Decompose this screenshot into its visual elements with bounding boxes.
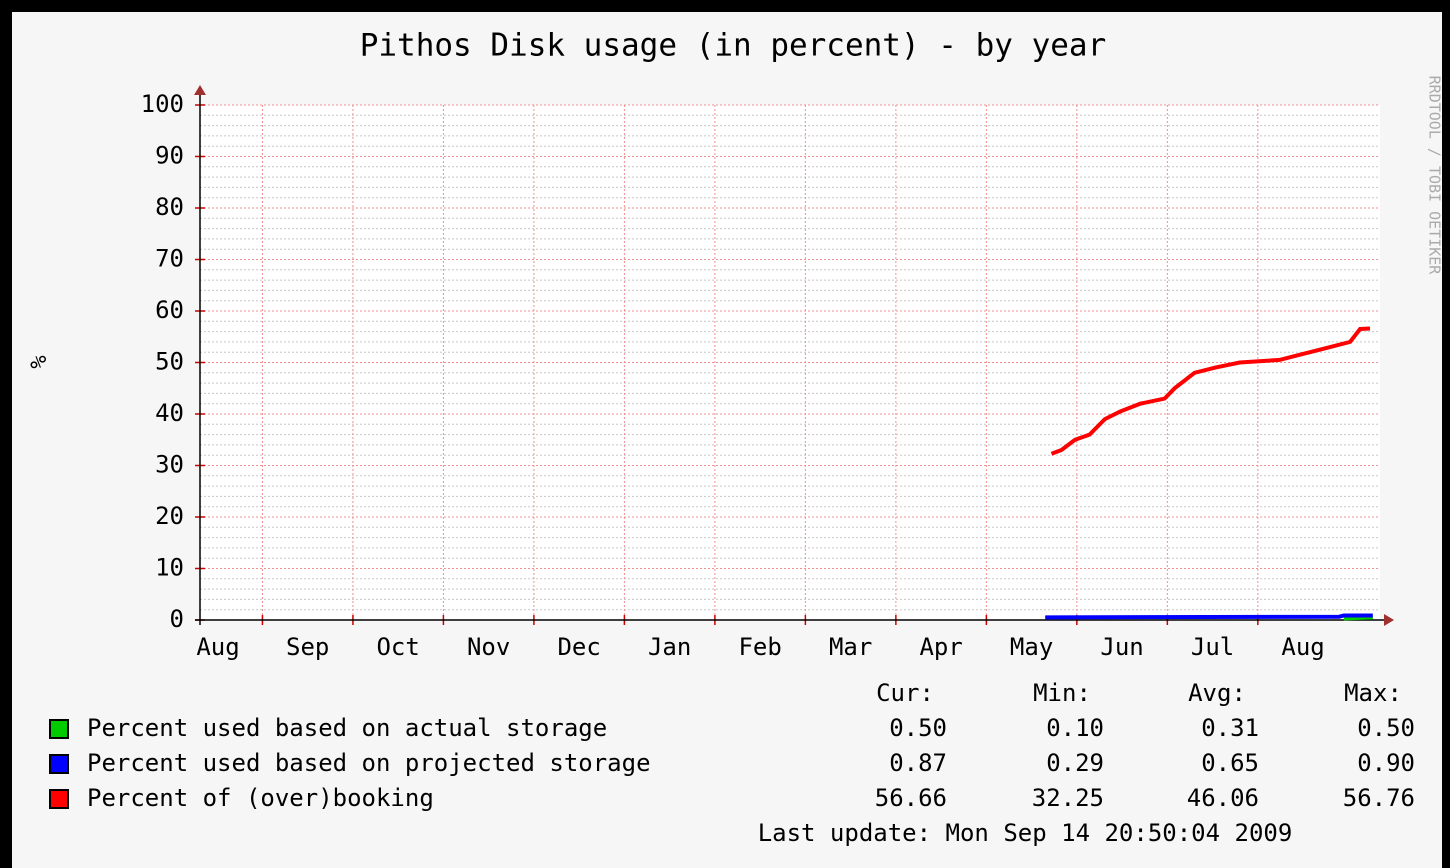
stats-header: Avg: (1188, 679, 1246, 707)
watermark: RRDTOOL / TOBI OETIKER (1426, 76, 1444, 276)
y-axis-arrow (194, 85, 206, 95)
stats-value: 0.87 (889, 749, 947, 777)
y-tick-label: 100 (141, 90, 184, 118)
stats-header: Cur: (876, 679, 934, 707)
x-tick-label: Dec (557, 633, 600, 661)
legend-swatch (49, 789, 69, 809)
chart-title: Pithos Disk usage (in percent) - by year (360, 28, 1107, 64)
y-tick-label: 0 (170, 605, 184, 633)
series-line (1343, 615, 1373, 621)
legend-swatch (49, 754, 69, 774)
stats-value: 46.06 (1187, 784, 1259, 812)
series-line (1045, 613, 1373, 620)
stats-value: 0.31 (1201, 714, 1259, 742)
x-axis-arrow (1384, 614, 1394, 626)
x-tick-label: Jul (1191, 633, 1234, 661)
stats-value: 32.25 (1032, 784, 1104, 812)
series-line (1050, 326, 1371, 456)
legend-swatch (49, 719, 69, 739)
x-tick-label: Feb (738, 633, 781, 661)
y-tick-label: 70 (155, 245, 184, 273)
y-axis-label: % (27, 355, 52, 368)
legend-label: Percent used based on actual storage (87, 714, 607, 742)
y-tick-label: 30 (155, 451, 184, 479)
x-tick-label: Jun (1100, 633, 1143, 661)
stats-value: 56.66 (875, 784, 947, 812)
y-tick-label: 10 (155, 554, 184, 582)
stats-value: 0.29 (1046, 749, 1104, 777)
x-tick-label: Nov (467, 633, 510, 661)
x-tick-label: Sep (286, 633, 329, 661)
stats-header: Max: (1344, 679, 1402, 707)
stats-value: 0.90 (1357, 749, 1415, 777)
x-tick-label: May (1010, 633, 1053, 661)
x-tick-label: Apr (919, 633, 962, 661)
last-update: Last update: Mon Sep 14 20:50:04 2009 (758, 819, 1293, 847)
y-tick-label: 20 (155, 502, 184, 530)
x-tick-label: Jan (648, 633, 691, 661)
y-tick-label: 40 (155, 399, 184, 427)
stats-value: 56.76 (1343, 784, 1415, 812)
x-tick-label: Aug (1281, 633, 1324, 661)
legend-label: Percent of (over)booking (87, 784, 434, 812)
stats-value: 0.50 (889, 714, 947, 742)
y-tick-label: 90 (155, 142, 184, 170)
stats-header: Min: (1033, 679, 1091, 707)
stats-value: 0.65 (1201, 749, 1259, 777)
y-tick-label: 50 (155, 348, 184, 376)
stats-value: 0.10 (1046, 714, 1104, 742)
y-tick-label: 80 (155, 193, 184, 221)
x-tick-label: Oct (376, 633, 419, 661)
x-tick-label: Mar (829, 633, 872, 661)
y-tick-label: 60 (155, 296, 184, 324)
stats-value: 0.50 (1357, 714, 1415, 742)
x-tick-label: Aug (196, 633, 239, 661)
legend-label: Percent used based on projected storage (87, 749, 651, 777)
